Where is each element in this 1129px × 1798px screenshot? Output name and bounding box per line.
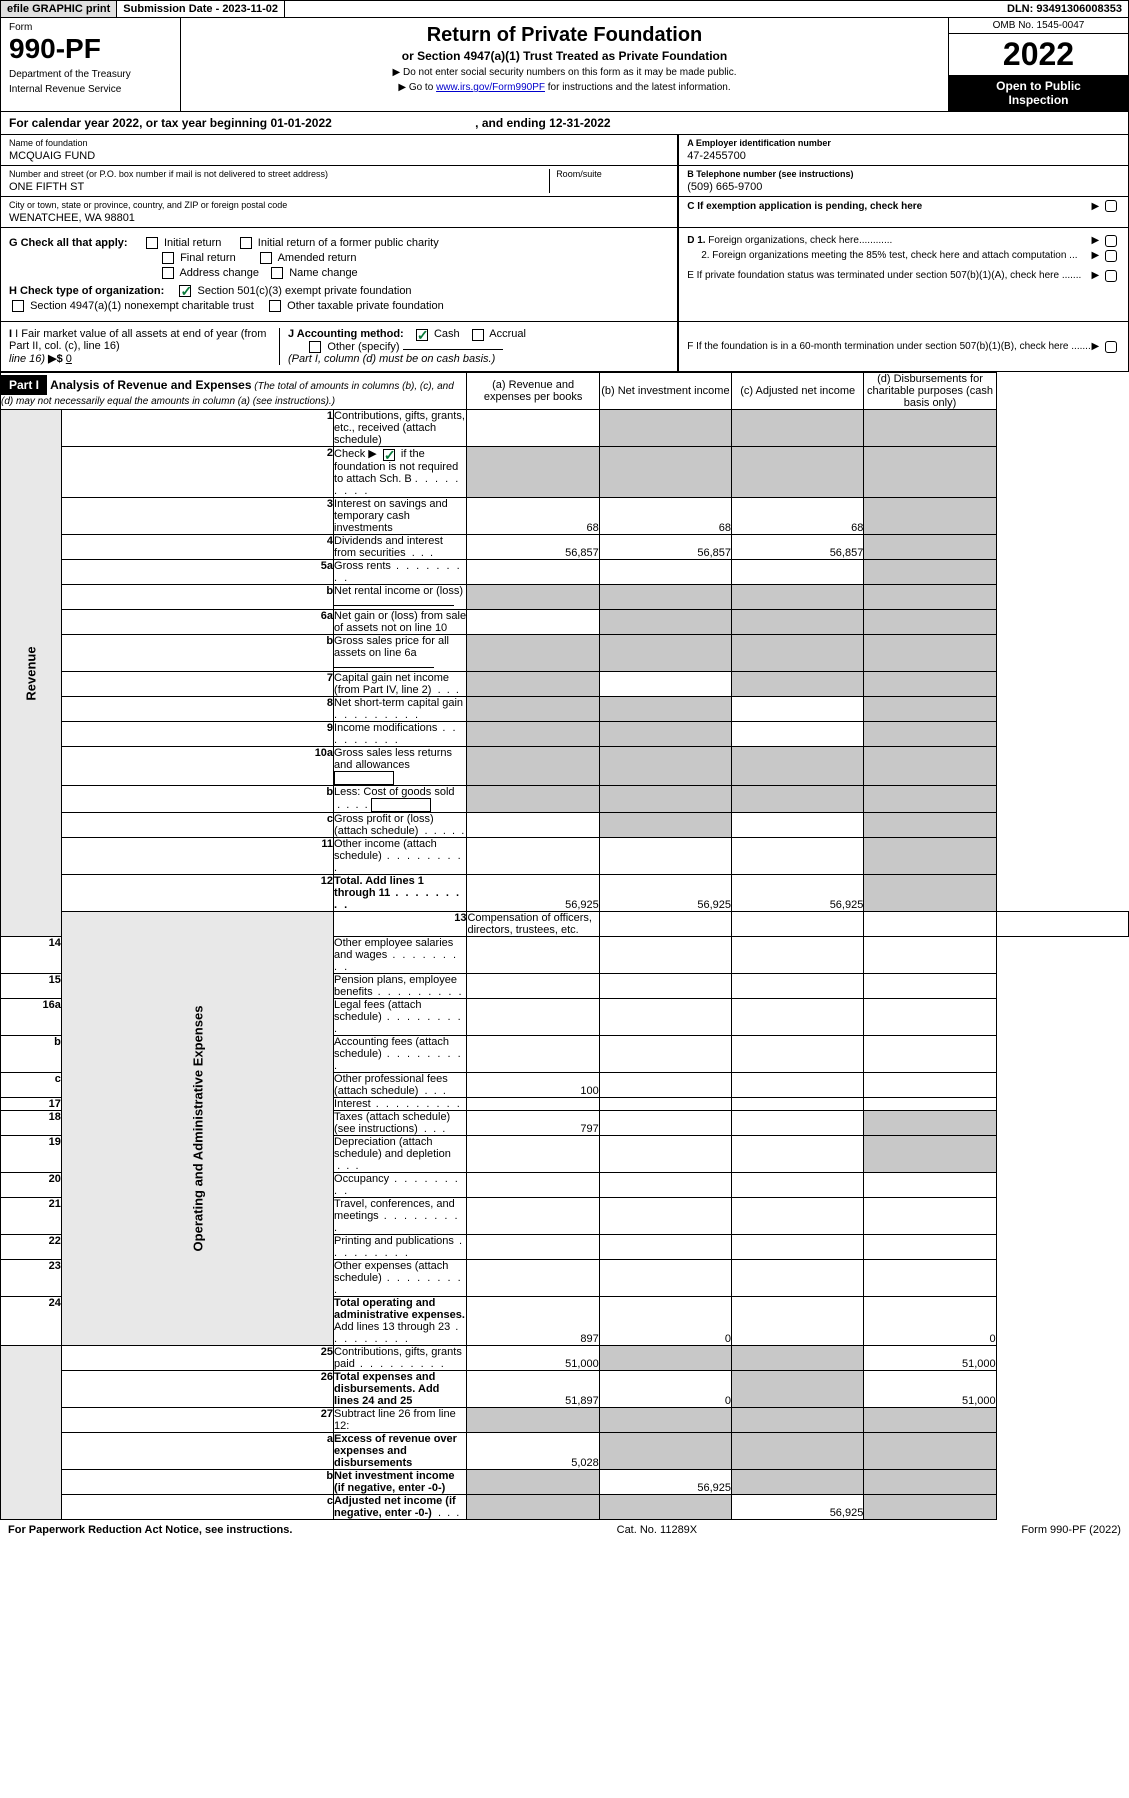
row-27b: Net investment income (if negative, ente… bbox=[334, 1469, 467, 1494]
row-10a: Gross sales less returns and allowances bbox=[334, 746, 467, 785]
row-10c: Gross profit or (loss) (attach schedule)… bbox=[334, 812, 467, 837]
form-label: Form bbox=[9, 22, 172, 33]
i-fmv-cell: I I Fair market value of all assets at e… bbox=[9, 328, 279, 365]
opex-side-label: Operating and Administrative Expenses bbox=[190, 1005, 205, 1251]
page-footer: For Paperwork Reduction Act Notice, see … bbox=[0, 1520, 1129, 1540]
cash-cb[interactable] bbox=[416, 329, 428, 341]
row-21: Travel, conferences, and meetings bbox=[334, 1197, 467, 1234]
e-cb[interactable] bbox=[1105, 270, 1117, 282]
row-6a: Net gain or (loss) from sale of assets n… bbox=[334, 609, 467, 634]
form-number: 990-PF bbox=[9, 33, 172, 65]
col-d-header: (d) Disbursements for charitable purpose… bbox=[864, 373, 996, 410]
other-taxable-cb[interactable] bbox=[269, 300, 281, 312]
d2-cb[interactable] bbox=[1105, 250, 1117, 262]
dln: DLN: 93491306008353 bbox=[1001, 1, 1128, 17]
row-27: Subtract line 26 from line 12: bbox=[334, 1407, 467, 1432]
foundation-name-cell: Name of foundation MCQUAIG FUND bbox=[1, 135, 677, 166]
phone-cell: B Telephone number (see instructions) (5… bbox=[679, 166, 1128, 197]
501c3-cb[interactable] bbox=[179, 285, 191, 297]
col-b-header: (b) Net investment income bbox=[599, 373, 731, 410]
ein-cell: A Employer identification number 47-2455… bbox=[679, 135, 1128, 166]
other-method-cb[interactable] bbox=[309, 341, 321, 353]
row-26: Total expenses and disbursements. Add li… bbox=[334, 1370, 467, 1407]
j-accounting-cell: J Accounting method: Cash Accrual Other … bbox=[279, 328, 669, 365]
f-row: F If the foundation is in a 60-month ter… bbox=[687, 341, 1091, 352]
row-1: Contributions, gifts, grants, etc., rece… bbox=[334, 410, 467, 447]
row-10b: Less: Cost of goods sold . . . . bbox=[334, 785, 467, 812]
sch-b-cb[interactable] bbox=[383, 449, 395, 461]
row-27c: Adjusted net income (if negative, enter … bbox=[334, 1494, 467, 1519]
omb-number: OMB No. 1545-0047 bbox=[949, 18, 1128, 34]
amended-cb[interactable] bbox=[260, 252, 272, 264]
exemption-checkbox[interactable] bbox=[1105, 200, 1117, 212]
col-a-header: (a) Revenue and expenses per books bbox=[467, 373, 599, 410]
row-20: Occupancy bbox=[334, 1172, 467, 1197]
row-8: Net short-term capital gain bbox=[334, 696, 467, 721]
row-6b: Gross sales price for all assets on line… bbox=[334, 634, 467, 671]
row-3: Interest on savings and temporary cash i… bbox=[334, 497, 467, 534]
ssn-warning: ▶ Do not enter social security numbers o… bbox=[187, 67, 942, 78]
tax-year: 2022 bbox=[949, 34, 1128, 75]
address-cell: Number and street (or P.O. box number if… bbox=[1, 166, 677, 197]
address-change-cb[interactable] bbox=[162, 267, 174, 279]
instructions-link-row: ▶ Go to www.irs.gov/Form990PF for instru… bbox=[187, 82, 942, 93]
row-22: Printing and publications bbox=[334, 1234, 467, 1259]
row-2: Check ▶ if the foundation is not require… bbox=[334, 447, 467, 497]
row-23: Other expenses (attach schedule) bbox=[334, 1259, 467, 1296]
submission-date: Submission Date - 2023-11-02 bbox=[117, 1, 285, 17]
top-bar: efile GRAPHIC print Submission Date - 20… bbox=[0, 0, 1129, 18]
initial-return-cb[interactable] bbox=[146, 237, 158, 249]
row-11: Other income (attach schedule) bbox=[334, 837, 467, 874]
open-to-public: Open to PublicInspection bbox=[949, 75, 1128, 111]
form-title: Return of Private Foundation bbox=[187, 24, 942, 47]
row-16b: Accounting fees (attach schedule) bbox=[334, 1035, 467, 1072]
d2-row: 2. Foreign organizations meeting the 85%… bbox=[687, 250, 1120, 262]
d1-cb[interactable] bbox=[1105, 235, 1117, 247]
revenue-side-label: Revenue bbox=[23, 646, 38, 700]
part1-table: Part I Analysis of Revenue and Expenses … bbox=[0, 372, 1129, 1519]
final-return-cb[interactable] bbox=[162, 252, 174, 264]
d1-row: D 1. Foreign organizations, check here..… bbox=[687, 235, 1120, 247]
row-16c: Other professional fees (attach schedule… bbox=[334, 1072, 467, 1097]
dept-irs: Internal Revenue Service bbox=[9, 84, 172, 95]
name-change-cb[interactable] bbox=[271, 267, 283, 279]
row-27a: Excess of revenue over expenses and disb… bbox=[334, 1432, 467, 1469]
row-7: Capital gain net income (from Part IV, l… bbox=[334, 671, 467, 696]
row-25: Contributions, gifts, grants paid bbox=[334, 1345, 467, 1370]
dept-treasury: Department of the Treasury bbox=[9, 69, 172, 80]
row-24: Total operating and administrative expen… bbox=[334, 1296, 467, 1345]
row-17: Interest bbox=[334, 1097, 467, 1110]
row-16a: Legal fees (attach schedule) bbox=[334, 998, 467, 1035]
h-check-row: H Check type of organization: Section 50… bbox=[9, 285, 669, 297]
row-19: Depreciation (attach schedule) and deple… bbox=[334, 1135, 467, 1172]
row-4: Dividends and interest from securities .… bbox=[334, 534, 467, 559]
calendar-year-row: For calendar year 2022, or tax year begi… bbox=[0, 112, 1129, 135]
efile-link[interactable]: efile GRAPHIC print bbox=[1, 1, 117, 17]
f-cb[interactable] bbox=[1105, 341, 1117, 353]
form-id-block: Form 990-PF Department of the Treasury I… bbox=[1, 18, 181, 111]
instructions-link[interactable]: www.irs.gov/Form990PF bbox=[436, 82, 545, 93]
form-title-block: Return of Private Foundation or Section … bbox=[181, 18, 948, 111]
row-18: Taxes (attach schedule) (see instruction… bbox=[334, 1110, 467, 1135]
exemption-pending-cell: C If exemption application is pending, c… bbox=[679, 197, 1128, 215]
initial-former-cb[interactable] bbox=[240, 237, 252, 249]
row-12: Total. Add lines 1 through 11 bbox=[334, 874, 467, 911]
col-c-header: (c) Adjusted net income bbox=[732, 373, 864, 410]
4947-cb[interactable] bbox=[12, 300, 24, 312]
row-13: Compensation of officers, directors, tru… bbox=[467, 911, 599, 936]
row-15: Pension plans, employee benefits bbox=[334, 973, 467, 998]
accrual-cb[interactable] bbox=[472, 329, 484, 341]
row-5b: Net rental income or (loss) bbox=[334, 584, 467, 609]
row-14: Other employee salaries and wages bbox=[334, 936, 467, 973]
e-row: E If private foundation status was termi… bbox=[687, 270, 1120, 282]
row-5a: Gross rents bbox=[334, 559, 467, 584]
form-subtitle: or Section 4947(a)(1) Trust Treated as P… bbox=[187, 49, 942, 63]
g-check-row: G Check all that apply: Initial return I… bbox=[9, 237, 669, 249]
part1-label: Part I bbox=[1, 375, 47, 395]
year-block: OMB No. 1545-0047 2022 Open to PublicIns… bbox=[948, 18, 1128, 111]
city-cell: City or town, state or province, country… bbox=[1, 197, 677, 227]
row-9: Income modifications bbox=[334, 721, 467, 746]
